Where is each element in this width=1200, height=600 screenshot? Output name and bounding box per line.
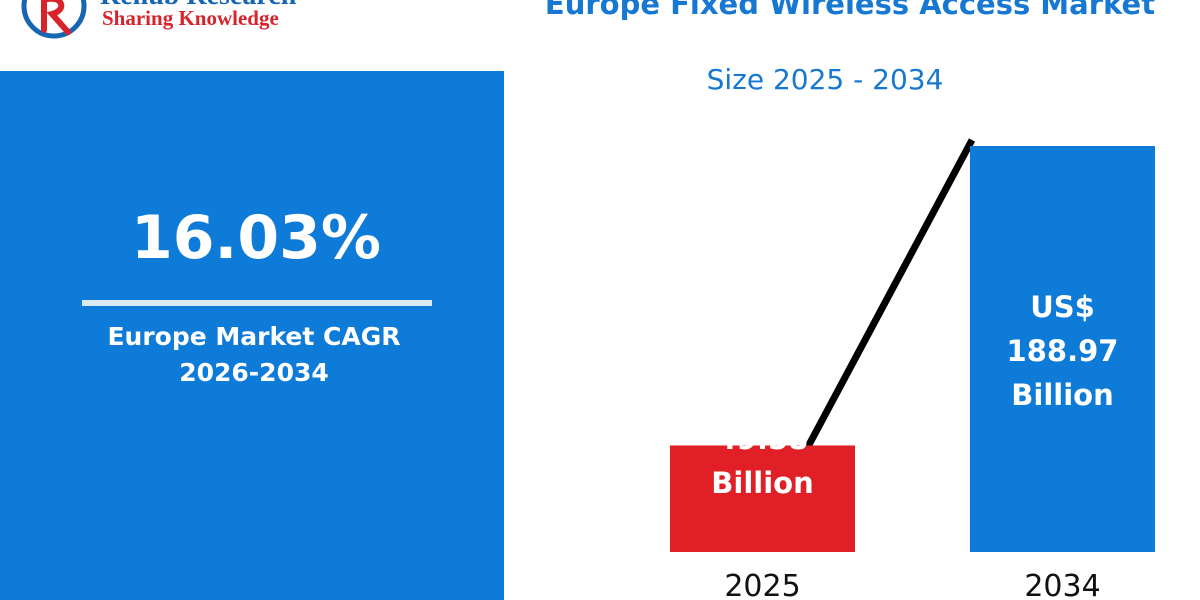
page-title: Europe Fixed Wireless Access Market [544,0,1156,21]
bar-label-2034-2: 188.97 [1007,334,1119,368]
chart-subtitle: Size 2025 - 2034 [706,63,944,96]
bar-label-2025-1: US$ [730,378,795,412]
bar-2025 [670,445,855,552]
logo-tagline: Sharing Knowledge [102,6,279,30]
bar-label-2025-2: 49.58 [717,422,809,456]
renub-r-logo-icon [21,0,87,39]
bar-label-2034-1: US$ [1030,290,1095,324]
logo-name: Renub Research [100,0,296,12]
logo: Renub Research Sharing Knowledge [0,0,400,45]
x-tick-2034: 2034 [1024,569,1100,600]
cagr-label-line1: Europe Market CAGR [107,322,401,351]
bar-2034 [970,146,1155,552]
cagr-divider [82,300,432,306]
bar-label-2025-3: Billion [711,466,813,500]
trend-line [792,138,976,472]
cagr-panel: 16.03% Europe Market CAGR 2026-2034 [0,71,504,600]
market-size-chart: US$ 49.58 Billion 2025 US$ 188.97 Billion 2034 [670,138,1155,600]
bar-label-2034-3: Billion [1011,378,1113,412]
x-tick-2025: 2025 [724,569,800,600]
cagr-label-line2: 2026-2034 [179,358,329,387]
cagr-label: Europe Market CAGR 2026-2034 [0,319,508,391]
cagr-value: 16.03% [131,203,381,273]
